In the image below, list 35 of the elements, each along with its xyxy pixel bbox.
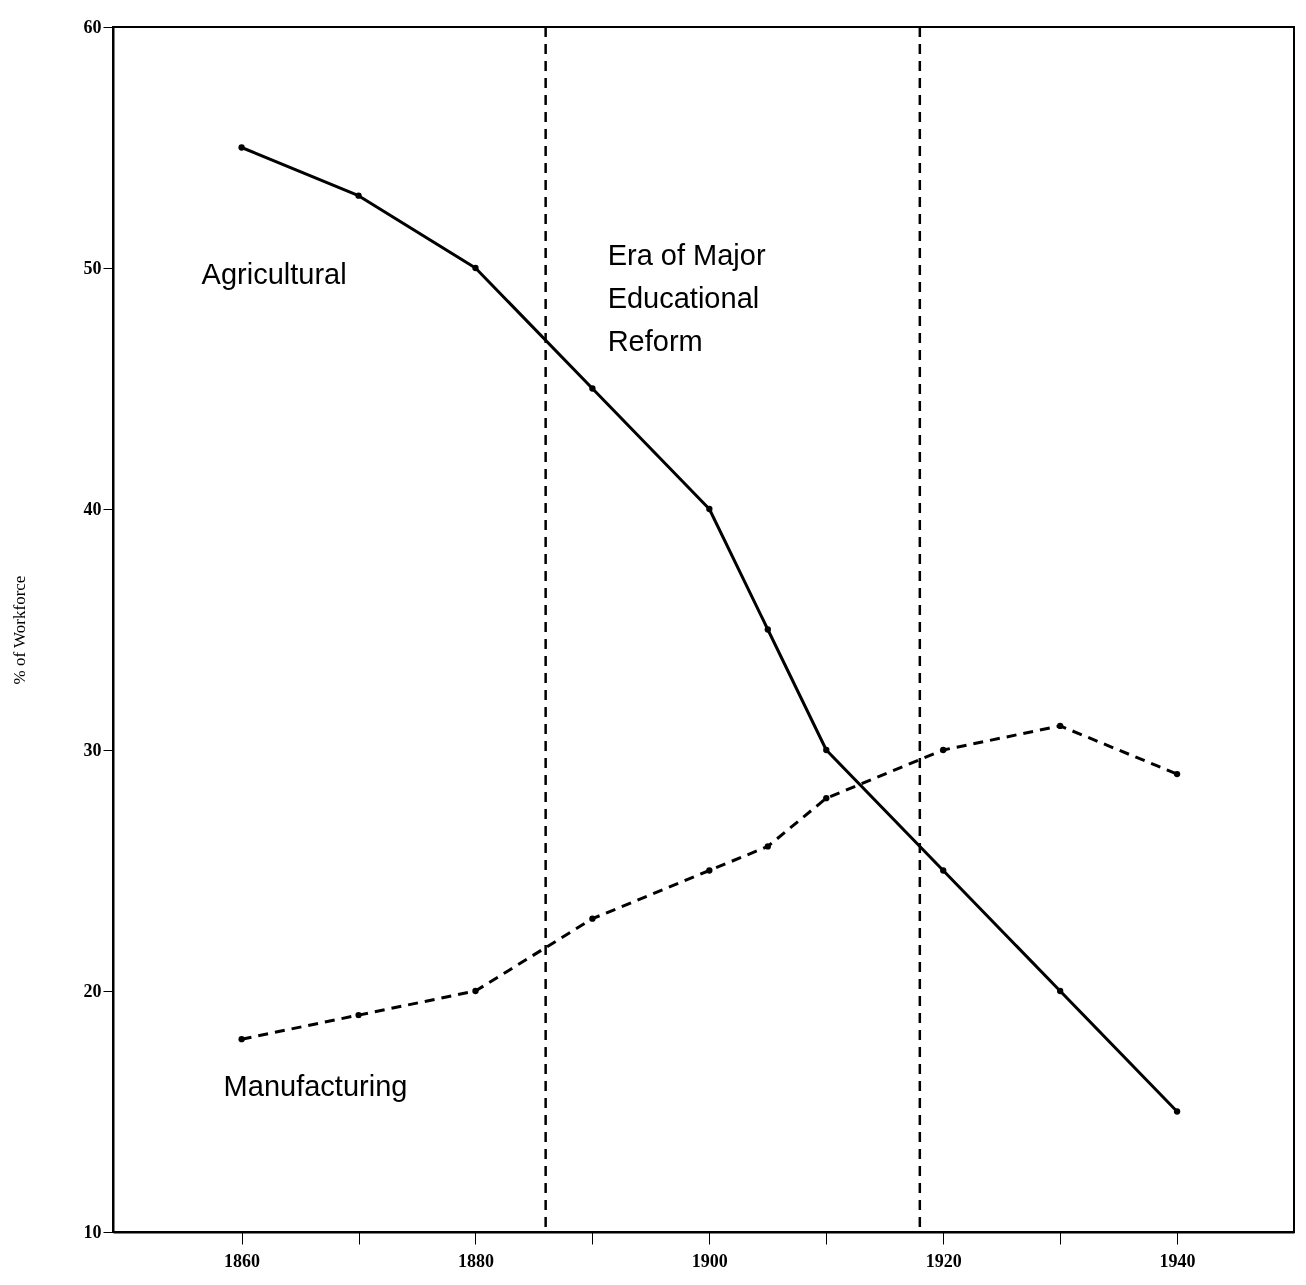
point bbox=[589, 915, 596, 922]
point bbox=[472, 264, 479, 272]
point bbox=[355, 192, 362, 199]
point bbox=[589, 385, 596, 392]
point bbox=[238, 144, 245, 151]
x-tick-label: 1900 bbox=[691, 1250, 728, 1271]
y-tick-label: 60 bbox=[83, 16, 102, 37]
point bbox=[1173, 770, 1181, 778]
y-tick-label: 20 bbox=[83, 980, 102, 1001]
point bbox=[940, 867, 947, 874]
ref-line-label: Era of Major Educational Reform bbox=[607, 239, 766, 357]
point bbox=[823, 746, 830, 754]
point bbox=[238, 1036, 245, 1043]
x-tick-label: 1940 bbox=[1159, 1250, 1196, 1271]
y-axis-title: % of Workforce bbox=[9, 575, 29, 685]
x-tick-label: 1860 bbox=[224, 1250, 261, 1271]
point bbox=[764, 626, 771, 633]
y-tick-label: 30 bbox=[83, 739, 102, 760]
point bbox=[472, 987, 479, 995]
point bbox=[706, 867, 713, 874]
point bbox=[1056, 722, 1064, 730]
text: Agricultural bbox=[201, 257, 347, 290]
point bbox=[764, 843, 771, 850]
x-tick-label: 1920 bbox=[925, 1250, 962, 1271]
y-tick-label: 50 bbox=[83, 257, 102, 278]
point bbox=[706, 505, 713, 513]
x-tick-label: 1880 bbox=[457, 1250, 494, 1271]
point bbox=[1056, 987, 1064, 995]
point bbox=[940, 746, 947, 754]
y-tick-label: 10 bbox=[83, 1221, 102, 1242]
y-tick-label: 40 bbox=[83, 498, 102, 519]
point bbox=[823, 795, 830, 802]
series-label: Manufacturing bbox=[223, 1070, 408, 1103]
point bbox=[355, 1011, 362, 1019]
point bbox=[1173, 1108, 1181, 1115]
